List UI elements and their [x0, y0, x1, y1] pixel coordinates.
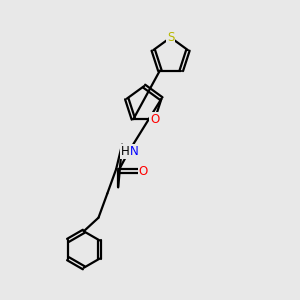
Text: N: N — [130, 145, 139, 158]
Text: O: O — [150, 112, 160, 126]
Text: O: O — [139, 165, 148, 178]
Text: S: S — [167, 31, 174, 44]
Text: H: H — [121, 145, 130, 158]
